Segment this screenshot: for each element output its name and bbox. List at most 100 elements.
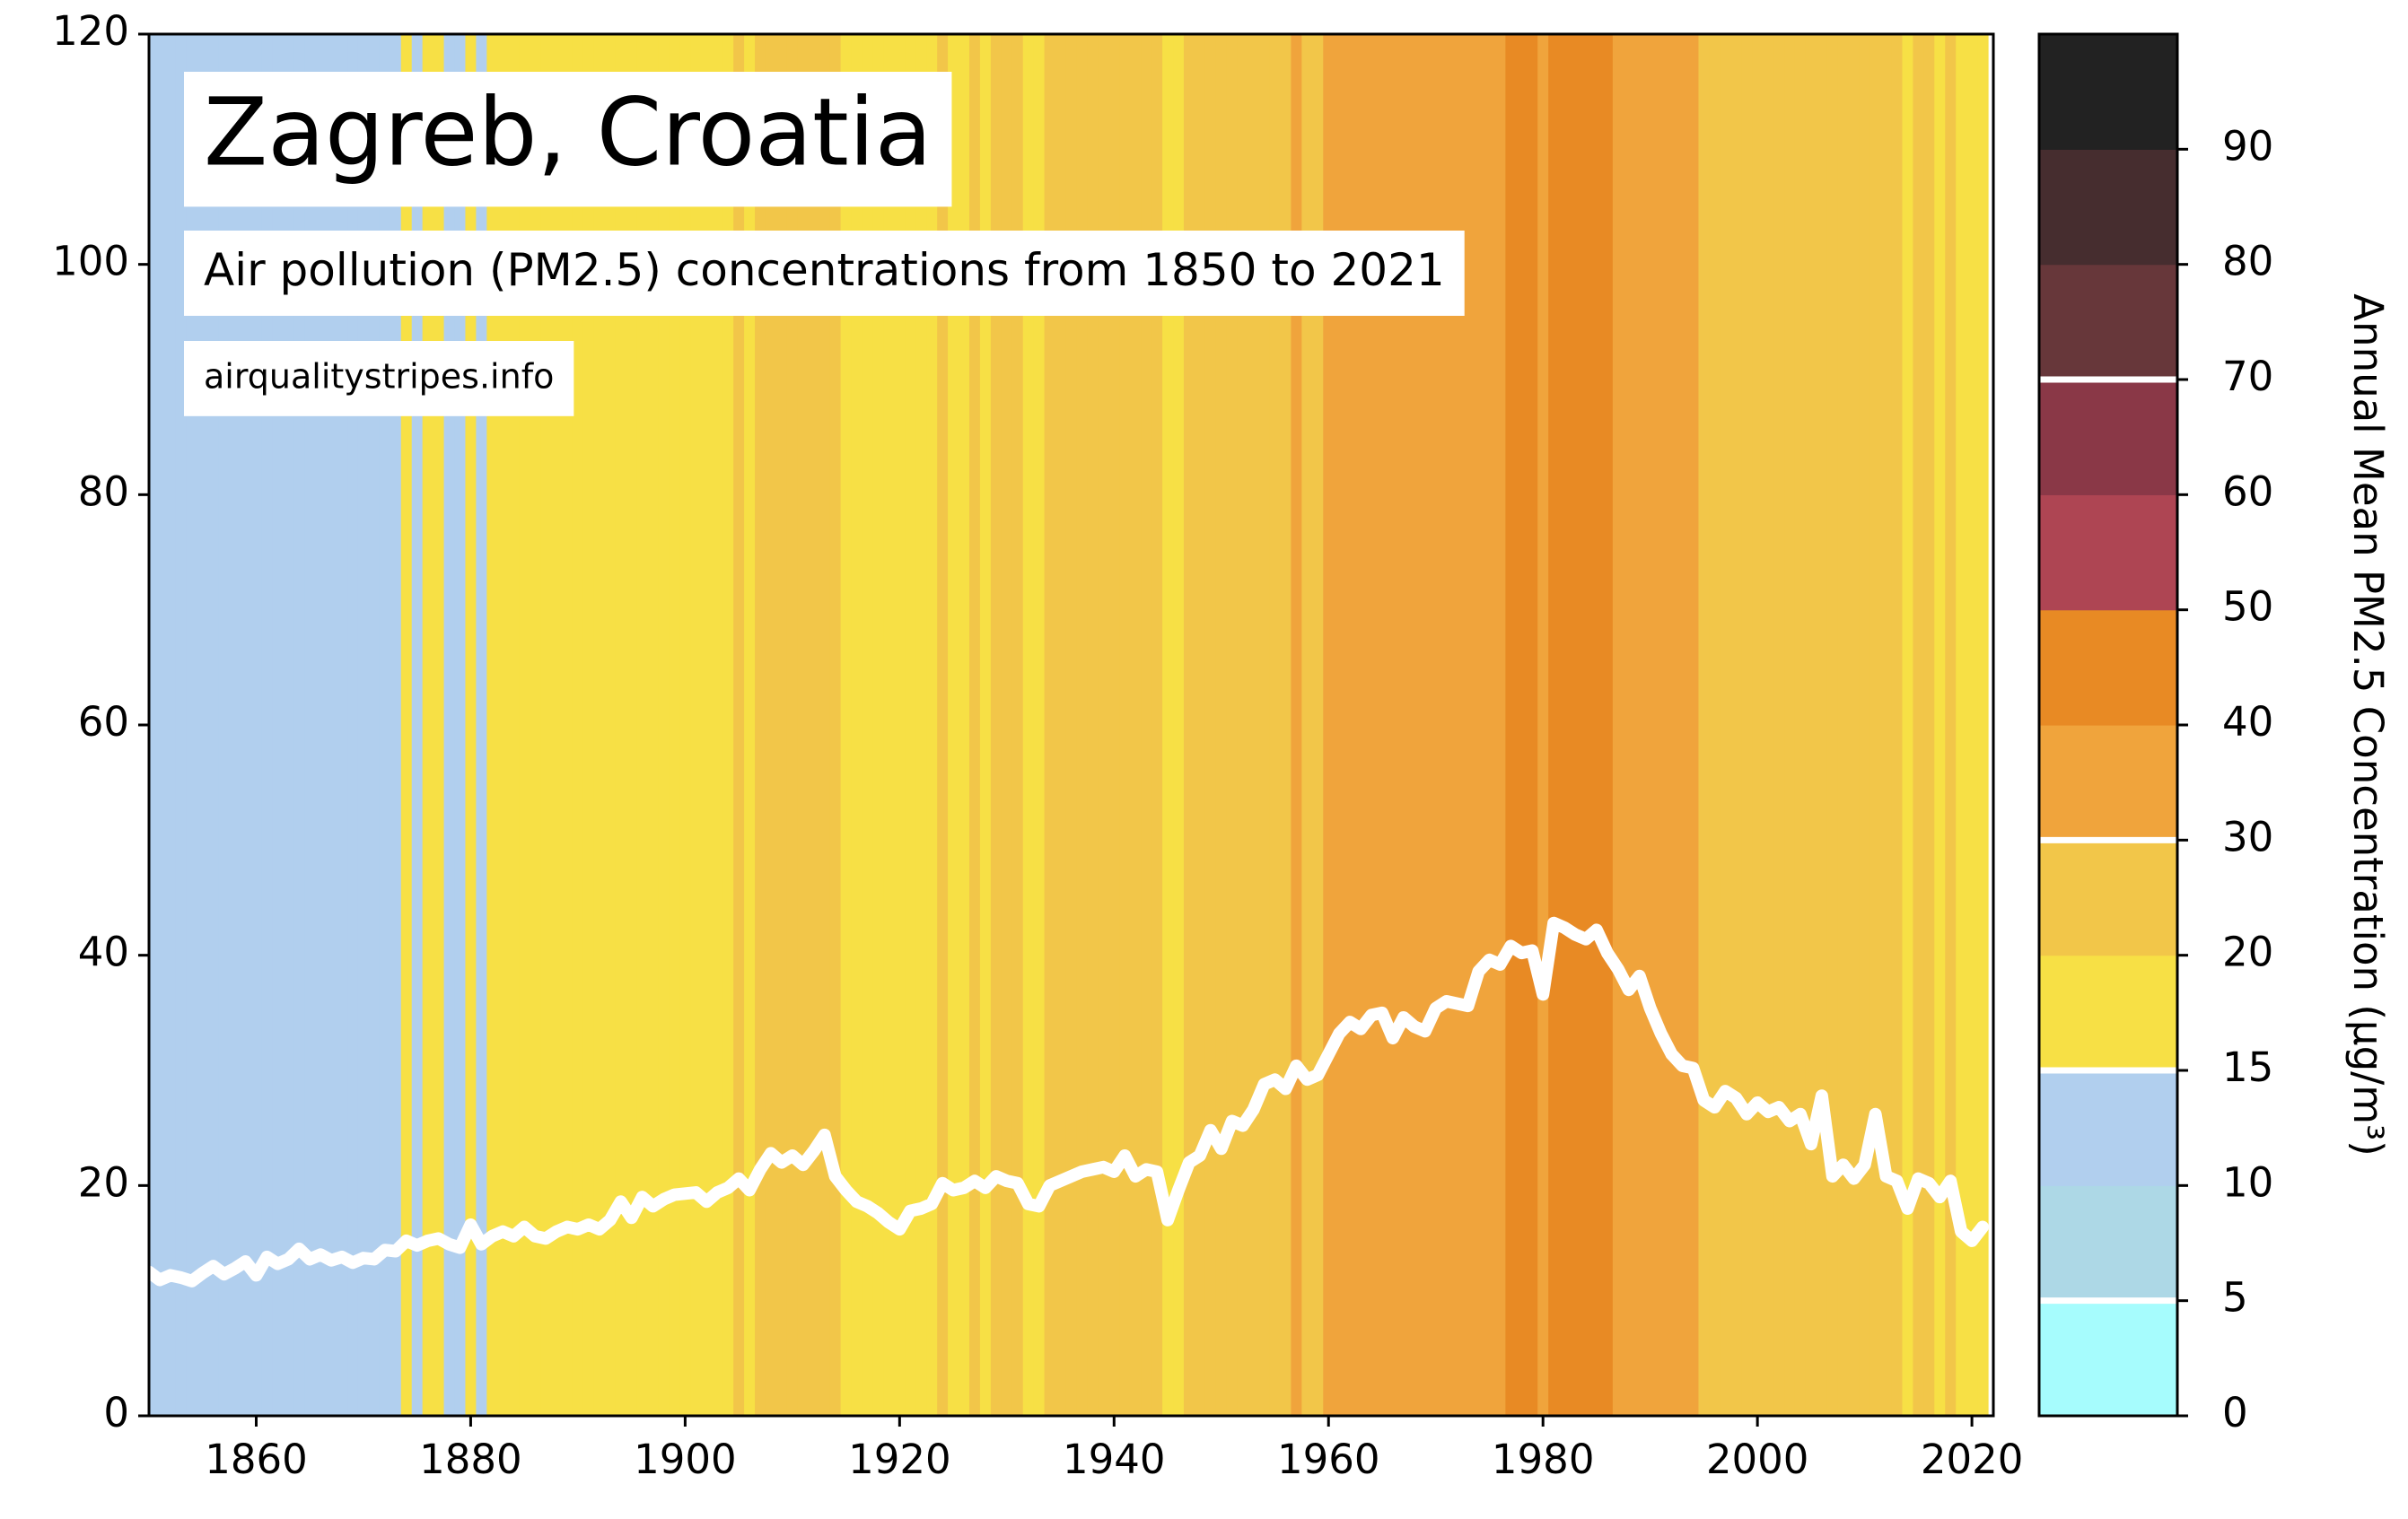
stripe — [1527, 34, 1538, 1416]
stripe — [1397, 34, 1410, 1416]
stripe — [1033, 34, 1046, 1416]
stripe — [626, 34, 638, 1416]
stripe — [1076, 34, 1089, 1416]
colorbar-tick-label: 15 — [2222, 1043, 2273, 1091]
stripe — [915, 34, 927, 1416]
colorbar-tick-label: 5 — [2222, 1274, 2248, 1322]
stripe — [658, 34, 670, 1416]
stripe — [1805, 34, 1817, 1416]
x-tick-label: 1860 — [205, 1436, 308, 1483]
stripe — [1902, 34, 1913, 1416]
stripe — [1065, 34, 1078, 1416]
pm25-line — [149, 916, 1990, 1288]
colorbar-tick-label: 50 — [2222, 583, 2273, 631]
stripe — [1505, 34, 1517, 1416]
colorbar-bin — [2039, 1185, 2177, 1302]
stripe — [1334, 34, 1345, 1416]
stripe — [1258, 34, 1271, 1416]
stripe — [1956, 34, 1967, 1416]
colorbar-bin — [2039, 1070, 2177, 1186]
stripe — [1248, 34, 1260, 1416]
stripe — [1387, 34, 1399, 1416]
stripe — [1752, 34, 1764, 1416]
stripe — [937, 34, 949, 1416]
stripe — [775, 34, 788, 1416]
chart-title: Zagreb, Croatia — [204, 78, 932, 188]
stripe — [968, 34, 981, 1416]
stripe — [1816, 34, 1828, 1416]
stripe — [1204, 34, 1217, 1416]
colorbar-bin — [2039, 609, 2177, 726]
stripe — [1141, 34, 1152, 1416]
stripe — [1451, 34, 1464, 1416]
stripe — [851, 34, 863, 1416]
stripe — [979, 34, 992, 1416]
stripe — [1537, 34, 1549, 1416]
x-tick-label: 1920 — [848, 1436, 951, 1483]
stripe — [1194, 34, 1206, 1416]
line-layer — [149, 916, 1990, 1288]
stripe — [1494, 34, 1506, 1416]
stripe — [990, 34, 1003, 1416]
colorbar-tick-label: 30 — [2222, 813, 2273, 860]
stripe — [1269, 34, 1282, 1416]
stripe — [1633, 34, 1646, 1416]
stripe — [1087, 34, 1099, 1416]
stripe — [647, 34, 660, 1416]
stripe — [1677, 34, 1689, 1416]
y-tick-label: 40 — [78, 929, 129, 976]
stripe — [1891, 34, 1904, 1416]
stripe — [1601, 34, 1614, 1416]
y-tick-label: 60 — [78, 698, 129, 746]
colorbar-tick-label: 0 — [2222, 1389, 2248, 1436]
stripe — [905, 34, 916, 1416]
stripe — [1869, 34, 1882, 1416]
y-tick-label: 20 — [78, 1158, 129, 1206]
stripe — [1430, 34, 1442, 1416]
colorbar-tick-label: 60 — [2222, 467, 2273, 515]
x-tick-label: 1900 — [634, 1436, 737, 1483]
stripe — [948, 34, 959, 1416]
colorbar-bin — [2039, 494, 2177, 611]
stripe — [1709, 34, 1721, 1416]
stripe — [1698, 34, 1710, 1416]
stripe — [572, 34, 584, 1416]
stripe — [604, 34, 617, 1416]
stripe — [1162, 34, 1174, 1416]
stripe — [690, 34, 702, 1416]
stripe — [840, 34, 853, 1416]
stripe — [1590, 34, 1603, 1416]
x-tick-label: 1940 — [1063, 1436, 1166, 1483]
stripe — [733, 34, 745, 1416]
stripe — [883, 34, 895, 1416]
stripe — [149, 34, 155, 1416]
stripe — [1730, 34, 1742, 1416]
stripe — [1966, 34, 1978, 1416]
chart-source-box — [184, 341, 574, 416]
stripe — [1644, 34, 1657, 1416]
chart-subtitle: Air pollution (PM2.5) concentrations fro… — [204, 244, 1445, 296]
x-tick-label: 1880 — [419, 1436, 522, 1483]
colorbar-bin — [2039, 264, 2177, 380]
stripe — [744, 34, 756, 1416]
stripe — [1011, 34, 1024, 1416]
colorbar-bin — [2039, 149, 2177, 266]
stripe — [926, 34, 938, 1416]
stripe — [1837, 34, 1850, 1416]
labels: Zagreb, Croatia Air pollution (PM2.5) con… — [184, 72, 1465, 416]
stripe — [1108, 34, 1120, 1416]
stripe — [894, 34, 906, 1416]
stripe — [1462, 34, 1475, 1416]
stripe — [1173, 34, 1185, 1416]
stripe — [153, 34, 166, 1416]
stripe — [765, 34, 777, 1416]
x-tick-label: 1980 — [1492, 1436, 1595, 1483]
stripe — [1377, 34, 1388, 1416]
stripe — [819, 34, 831, 1416]
x-tick-label: 2020 — [1921, 1436, 2024, 1483]
stripe — [1355, 34, 1367, 1416]
stripe — [1773, 34, 1785, 1416]
stripe — [829, 34, 842, 1416]
stripe — [1934, 34, 1946, 1416]
